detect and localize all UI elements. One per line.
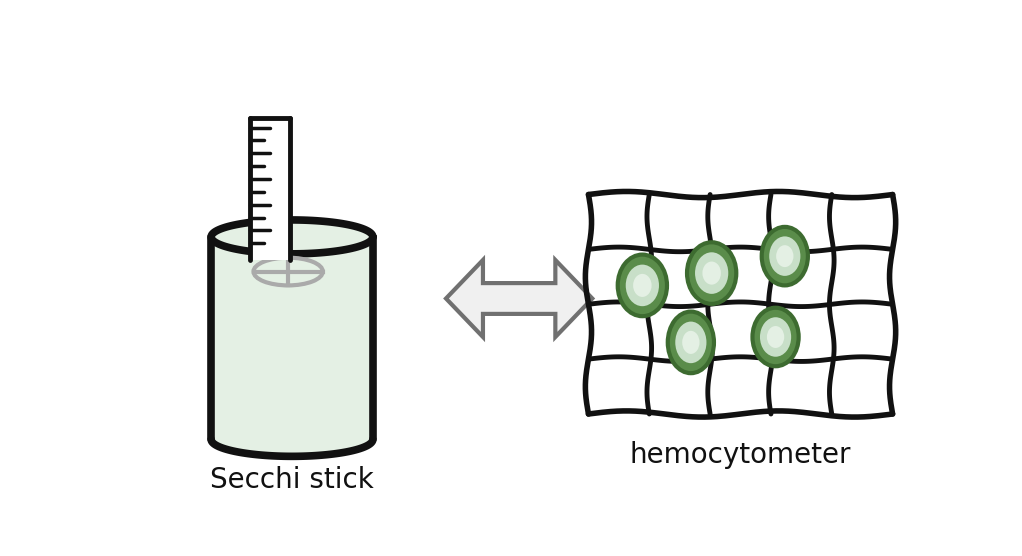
Bar xyxy=(212,237,373,439)
Ellipse shape xyxy=(683,331,699,354)
Ellipse shape xyxy=(760,317,791,357)
Ellipse shape xyxy=(761,227,808,285)
Ellipse shape xyxy=(212,220,373,254)
Ellipse shape xyxy=(776,245,793,267)
Ellipse shape xyxy=(752,307,798,366)
Ellipse shape xyxy=(212,423,373,456)
Ellipse shape xyxy=(695,252,729,294)
Ellipse shape xyxy=(770,236,800,276)
Ellipse shape xyxy=(625,265,659,306)
Ellipse shape xyxy=(617,255,667,316)
Polygon shape xyxy=(446,260,593,337)
Ellipse shape xyxy=(766,326,784,348)
Bar xyxy=(250,117,290,260)
Bar xyxy=(589,195,892,414)
Ellipse shape xyxy=(633,274,652,297)
Text: hemocytometer: hemocytometer xyxy=(630,441,851,469)
Text: Secchi stick: Secchi stick xyxy=(211,466,374,494)
Ellipse shape xyxy=(702,261,721,285)
Ellipse shape xyxy=(667,311,714,373)
Ellipse shape xyxy=(687,242,736,304)
Ellipse shape xyxy=(676,321,706,363)
